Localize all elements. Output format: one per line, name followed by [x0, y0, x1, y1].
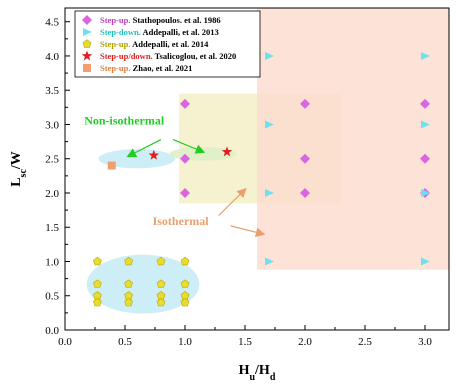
data-point-s0-4	[300, 153, 310, 164]
legend-entry-4: Step-up. Zhao, et al. 2021	[100, 63, 192, 73]
x-tick-label-2: 1.0	[178, 336, 192, 348]
shaded-regions	[179, 8, 449, 270]
data-point-s2-8	[156, 256, 166, 266]
data-point-s2-13	[180, 279, 190, 288]
data-point-s3-1	[221, 146, 233, 157]
x-tick-label-0: 0.0	[58, 336, 72, 348]
y-tick-label-7: 3.5	[45, 85, 59, 97]
data-point-s2-11	[156, 298, 166, 307]
x-axis-title-sub1: u	[249, 372, 255, 383]
data-point-s0-5	[300, 187, 310, 198]
data-point-s1-4	[421, 51, 430, 60]
y-tick-label-8: 4.0	[45, 51, 59, 63]
legend-name-2: Addepalli, et al. 2014	[130, 39, 209, 49]
y-tick-label-9: 4.5	[45, 17, 59, 29]
data-point-s0-7	[420, 153, 430, 164]
data-point-s1-2	[265, 188, 274, 197]
axis-ticks: 0.0 0.5 1.0 1.5 2.0 2.5 3.0 0.0 0.5 1.0 1.5 2.0 2.5 3…	[45, 17, 432, 348]
highlight-ellipse-2	[86, 254, 200, 314]
y-tick-label-3: 1.5	[45, 222, 59, 234]
data-point-s0-1	[180, 153, 190, 164]
legend-tag-4: Step-up.	[100, 63, 130, 73]
y-axis-title-main: L	[9, 177, 24, 186]
annotation-arrow-0-0	[126, 139, 162, 158]
data-point-s1-7	[421, 257, 430, 266]
legend-tag-2: Step-up.	[100, 39, 130, 49]
data-point-s2-3	[93, 298, 102, 307]
y-tick-label-0: 0.0	[45, 325, 59, 337]
annotation-arrow-1-1	[230, 225, 266, 237]
legend: Step-up. Stathopoulos. et al. 1986 Step-d…	[74, 10, 261, 78]
data-point-s4-0	[107, 161, 116, 170]
x-axis-title: Hu/Hd	[239, 363, 276, 383]
legend-tag-3: Step-up/down.	[100, 51, 153, 61]
data-point-s0-3	[300, 98, 310, 109]
x-axis-title-slash: /H	[254, 363, 270, 378]
data-point-s2-4	[124, 256, 133, 266]
data-point-s3-0	[148, 149, 160, 160]
data-point-s2-12	[180, 256, 190, 266]
data-point-s0-2	[180, 187, 190, 198]
x-tick-label-4: 2.0	[298, 336, 312, 348]
legend-marker-2	[82, 39, 92, 48]
legend-marker-4	[83, 64, 91, 72]
legend-marker-0	[82, 15, 92, 25]
legend-marker-3	[81, 50, 93, 61]
annotation-label-0: Non-isothermal	[84, 113, 165, 127]
data-point-s2-15	[180, 298, 190, 307]
data-point-s2-5	[124, 279, 133, 288]
y-tick-label-4: 2.0	[45, 188, 59, 200]
data-point-s0-6	[420, 98, 430, 109]
legend-box	[74, 10, 261, 78]
legend-name-1: Addepalli, et al. 2013	[141, 27, 219, 37]
data-point-s2-9	[156, 279, 166, 288]
data-point-s1-0	[265, 51, 274, 60]
x-tick-label-3: 1.5	[238, 336, 252, 348]
shaded-region-1	[257, 8, 449, 270]
legend-name-4: Zhao, et al. 2021	[130, 63, 192, 73]
legend-marker-1	[83, 28, 92, 36]
legend-tag-0: Step-up.	[100, 15, 130, 25]
legend-entry-0: Step-up. Stathopoulos. et al. 1986	[100, 15, 221, 25]
legend-entry-1: Step-down. Addepalli, et al. 2013	[100, 27, 219, 37]
data-point-s1-5	[421, 120, 430, 129]
x-tick-label-1: 0.5	[118, 336, 132, 348]
data-point-s1-6	[421, 188, 430, 197]
x-axis-title-main: H	[239, 363, 250, 378]
y-tick-label-6: 3.0	[45, 119, 59, 131]
plot-frame	[64, 7, 450, 331]
legend-name-3: Tsalicoglou, et al. 2020	[153, 51, 237, 61]
x-axis-title-sub2: d	[270, 372, 276, 383]
data-point-s2-0	[93, 256, 102, 266]
data-point-s1-3	[265, 257, 274, 266]
data-point-s0-0	[180, 98, 190, 109]
annotation-arrow-1-0	[218, 187, 247, 217]
y-tick-label-1: 0.5	[45, 291, 59, 303]
x-tick-label-6: 3.0	[418, 336, 432, 348]
legend-entry-3: Step-up/down. Tsalicoglou, et al. 2020	[100, 51, 236, 61]
legend-name-0: Stathopoulos. et al. 1986	[130, 15, 220, 25]
x-tick-label-5: 2.5	[358, 336, 372, 348]
y-tick-label-5: 2.5	[45, 154, 59, 166]
legend-tag-1: Step-down.	[100, 27, 141, 37]
annotations: Non-isothermal Isothermal	[84, 113, 266, 237]
annotation-arrow-0-1	[172, 138, 206, 154]
y-axis-title-rest: /W	[9, 151, 24, 170]
y-tick-label-2: 1.0	[45, 256, 59, 268]
data-point-s2-7	[124, 298, 133, 307]
y-axis-title: Lsc/W	[9, 151, 29, 187]
y-axis-title-sub: sc	[18, 169, 29, 178]
data-points	[93, 51, 430, 307]
data-point-s1-1	[265, 120, 274, 129]
annotation-label-1: Isothermal	[153, 214, 210, 228]
data-point-s2-1	[93, 279, 102, 288]
legend-entry-2: Step-up. Addepalli, et al. 2014	[100, 39, 209, 49]
